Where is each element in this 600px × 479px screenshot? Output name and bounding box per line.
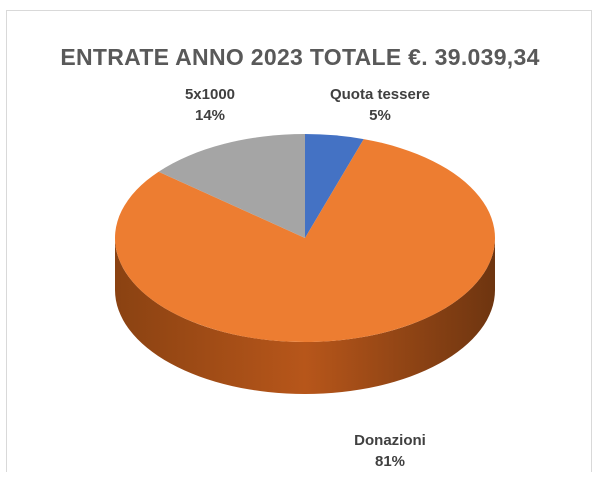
slice-label-5x1000: 5x1000 14%: [160, 84, 260, 126]
slice-label-donazioni: Donazioni 81%: [330, 430, 450, 472]
slice-label-quota-tessere: Quota tessere 5%: [320, 84, 440, 126]
pie-slice-quota-tessere: [305, 134, 364, 238]
pie-side-donazioni: [115, 238, 495, 394]
slice-label-percent: 14%: [194, 107, 226, 124]
pie-slice-5x1000: [158, 134, 305, 238]
slice-label-name: Donazioni: [354, 432, 426, 449]
pie-slice-donazioni: [114, 139, 495, 343]
slice-label-name: Quota tessere: [329, 86, 431, 103]
pie-top: [114, 134, 495, 343]
pie-sides: [115, 238, 495, 394]
chart-title: ENTRATE ANNO 2023 TOTALE €. 39.039,34: [60, 44, 540, 70]
slice-label-name: 5x1000: [184, 86, 236, 103]
slice-label-percent: 5%: [369, 107, 391, 124]
chart-frame: [6, 10, 592, 472]
slice-label-percent: 81%: [374, 453, 406, 470]
